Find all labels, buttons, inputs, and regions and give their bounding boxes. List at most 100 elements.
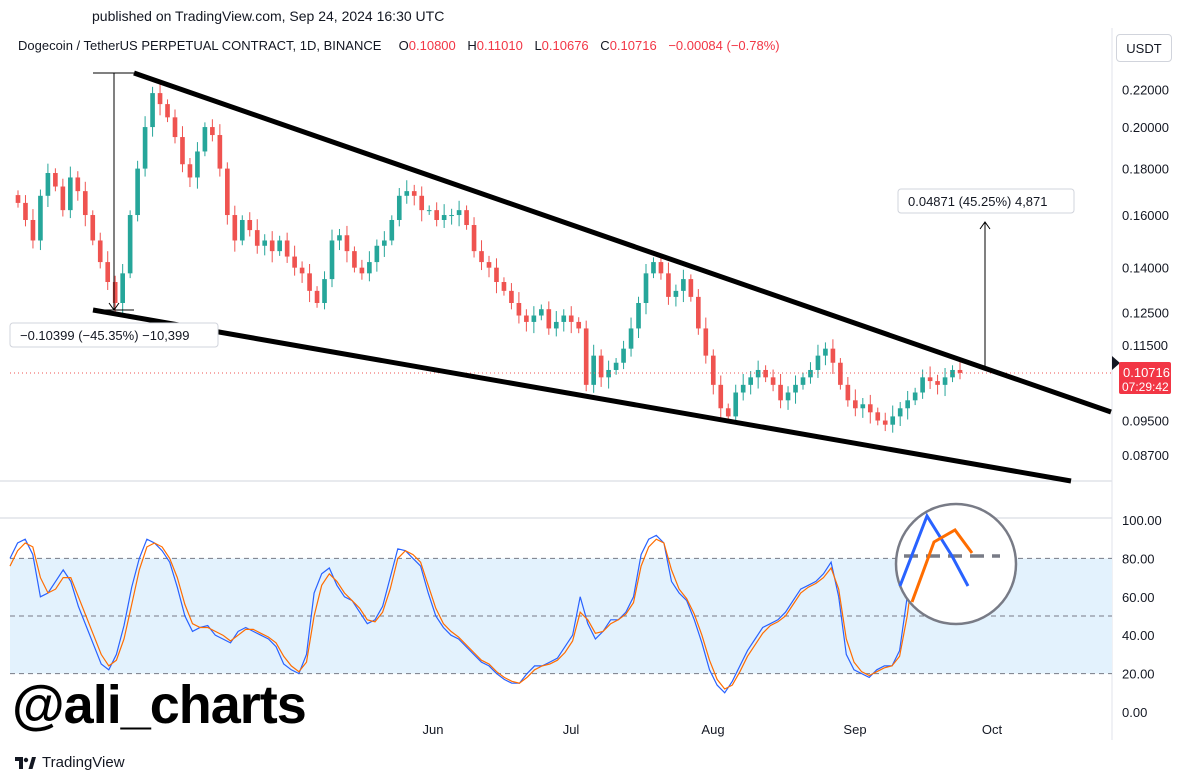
candle-body	[307, 273, 312, 291]
candle-body	[277, 240, 282, 252]
candle-body	[583, 328, 589, 385]
high-value: 0.11010	[476, 38, 523, 53]
tradingview-brand[interactable]: TradingView	[14, 754, 125, 771]
measure-arrow	[108, 302, 120, 311]
candle-body	[15, 195, 21, 203]
rsi-tick-label: 80.00	[1122, 551, 1155, 566]
candle-body	[434, 210, 439, 220]
candle-body	[681, 279, 686, 291]
price-tick-label: 0.08700	[1122, 448, 1169, 463]
open-value: 0.10800	[408, 38, 456, 53]
zoom-d-line	[910, 528, 974, 603]
low-label: L	[534, 38, 542, 53]
upper-trendline	[133, 70, 1112, 415]
candle-body	[867, 404, 873, 413]
candle-body	[957, 369, 963, 373]
candle-body	[202, 127, 208, 152]
change-value: −0.00084 (−0.78%)	[668, 38, 780, 53]
time-tick-label: Oct	[982, 722, 1003, 737]
candle-body	[97, 240, 103, 263]
candle-body	[838, 362, 843, 385]
candle-body	[621, 348, 626, 363]
candle-body	[187, 164, 193, 178]
candle-body	[299, 267, 305, 274]
close-value: 0.10716	[609, 38, 657, 53]
candle-body	[38, 195, 43, 241]
candle-body	[561, 315, 567, 322]
candle-body	[471, 225, 477, 252]
candle-body	[180, 137, 185, 165]
candle-body	[770, 377, 776, 385]
candle-body	[382, 240, 387, 246]
rsi-tick-label: 40.00	[1122, 628, 1155, 643]
candle-body	[823, 348, 828, 356]
price-tag-bg	[1119, 362, 1171, 394]
drawings: −0.10399 (−45.35%) −10,399 0.04871 (45.25…	[9, 70, 1112, 484]
candle-body	[367, 262, 372, 274]
candle-body	[845, 384, 851, 401]
drawdown-label-box	[9, 322, 219, 348]
candle-body	[322, 279, 327, 303]
candle-body	[60, 186, 66, 211]
last-price-value: 0.10716	[1123, 365, 1170, 380]
time-tick-label: Aug	[701, 722, 724, 737]
candle-body	[882, 420, 888, 425]
candle-body	[524, 315, 529, 322]
candle-body	[30, 219, 36, 241]
candle-body	[494, 267, 499, 283]
candle-body	[733, 392, 739, 417]
zoom-k-line	[898, 512, 970, 587]
candle-body	[755, 369, 761, 378]
rsi-tick-label: 60.00	[1122, 590, 1155, 605]
candle-body	[628, 328, 634, 349]
time-tick-label: Sep	[843, 722, 866, 737]
candle-body	[75, 177, 81, 192]
low-value: 0.10676	[541, 38, 589, 53]
candle-body	[636, 302, 641, 329]
target-label: 0.04871 (45.25%) 4,871	[908, 194, 1048, 209]
rsi-d-line	[9, 532, 969, 690]
price-tick-label: 0.22000	[1122, 83, 1169, 98]
candle-body	[269, 240, 275, 252]
candle-body	[150, 93, 155, 128]
candle-body	[486, 262, 492, 268]
candle-body	[688, 279, 694, 297]
candle-body	[254, 230, 260, 246]
candle-body	[262, 240, 268, 246]
time-tick-label: Jun	[423, 722, 444, 737]
candle-body	[725, 408, 731, 417]
candle-body	[344, 235, 350, 252]
rsi-tick-label: 0.00	[1122, 705, 1147, 720]
candle-body	[45, 173, 51, 196]
candle-body	[426, 210, 432, 212]
brand-label: TradingView	[42, 754, 125, 771]
candle-body	[359, 267, 365, 274]
candle-body	[568, 315, 574, 322]
time-tick-label: Jul	[563, 722, 580, 737]
candle-body	[591, 355, 596, 385]
candle-body	[352, 251, 357, 268]
candle-body	[165, 104, 170, 118]
candle-body	[456, 210, 462, 216]
candle-body	[337, 235, 342, 241]
candle-body	[808, 369, 813, 378]
candle-body	[950, 369, 955, 378]
candle-body	[374, 245, 380, 263]
candle-body	[718, 384, 724, 409]
candle-body	[479, 251, 484, 263]
candle-body	[105, 262, 111, 283]
candle-body	[82, 191, 88, 216]
candle-body	[815, 355, 821, 370]
symbol-name[interactable]: Dogecoin / TetherUS PERPETUAL CONTRACT, …	[18, 38, 382, 53]
rsi-tick-label: 20.00	[1122, 667, 1155, 682]
candle-body	[935, 381, 940, 385]
price-tick-label: 0.12500	[1122, 305, 1169, 320]
lower-trendline	[92, 307, 1072, 484]
candle-body	[449, 215, 454, 217]
candle-body	[576, 321, 582, 329]
author-watermark: @ali_charts	[12, 675, 307, 735]
currency-unit-button[interactable]: USDT	[1116, 34, 1172, 62]
candle-body	[853, 400, 858, 409]
